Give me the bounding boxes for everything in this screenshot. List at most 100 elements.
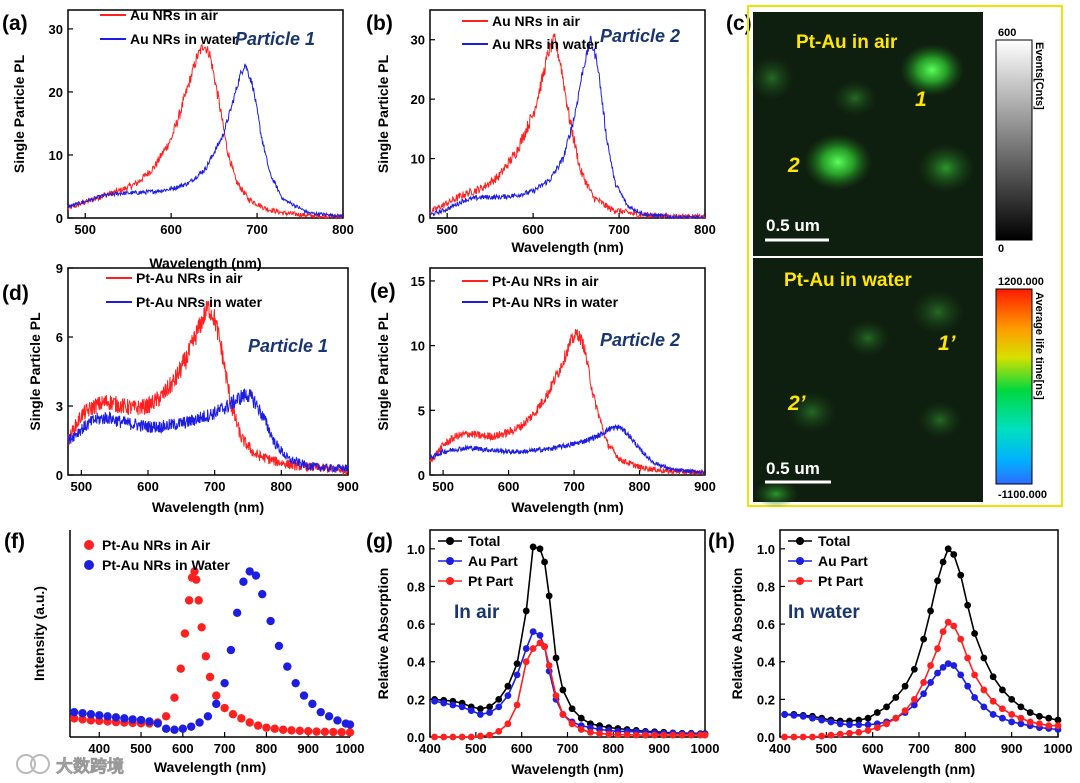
data-point-f-1 bbox=[239, 577, 248, 586]
data-point-h-2 bbox=[950, 622, 958, 630]
data-point-h-0 bbox=[1036, 712, 1043, 720]
plot-frame-a bbox=[67, 9, 344, 219]
data-point-g-1 bbox=[504, 692, 512, 699]
data-point-h-2 bbox=[910, 695, 918, 703]
data-point-g-2 bbox=[449, 733, 457, 741]
panel-label-a: (a) bbox=[2, 12, 28, 35]
y-axis-label-g: Relative Absorption bbox=[375, 568, 391, 700]
y-tick-label-g: 0.8 bbox=[407, 579, 425, 594]
data-point-g-2 bbox=[669, 731, 677, 739]
data-point-g-2 bbox=[458, 733, 466, 741]
legend-swatch-f-1 bbox=[84, 560, 94, 570]
data-point-f-1 bbox=[128, 715, 137, 724]
data-point-f-1 bbox=[136, 715, 146, 725]
data-point-f-1 bbox=[274, 641, 284, 651]
y-tick-label-d: 9 bbox=[56, 261, 63, 276]
data-point-f-1 bbox=[232, 608, 242, 617]
data-point-f-0 bbox=[180, 629, 190, 638]
data-point-h-2 bbox=[989, 697, 997, 705]
data-point-g-2 bbox=[642, 731, 649, 739]
x-tick-label-h: 900 bbox=[1001, 741, 1023, 756]
data-point-f-1 bbox=[120, 714, 129, 723]
legend-label-b-0: Au NRs in air bbox=[492, 13, 580, 29]
y-tick-label-h: 0.2 bbox=[757, 692, 775, 707]
data-point-h-0 bbox=[883, 703, 890, 711]
x-tick-label-h: 500 bbox=[815, 741, 837, 756]
data-point-f-0 bbox=[304, 727, 313, 736]
y-tick-label-g: 0.6 bbox=[407, 617, 425, 632]
scale-bar-air-label: 0.5 um bbox=[766, 216, 820, 235]
data-point-g-1 bbox=[458, 703, 466, 711]
data-point-f-1 bbox=[333, 716, 342, 725]
image-air-title: Pt-Au in air bbox=[796, 32, 898, 53]
y-axis-label-e: Single Particle PL bbox=[375, 312, 391, 431]
x-tick-label-f: 800 bbox=[256, 741, 278, 756]
data-point-h-0 bbox=[1017, 703, 1025, 711]
data-point-g-1 bbox=[486, 709, 493, 716]
data-point-h-2 bbox=[1036, 720, 1043, 728]
data-point-g-0 bbox=[545, 592, 553, 600]
data-point-h-2 bbox=[799, 733, 807, 741]
x-tick-label-e: 500 bbox=[432, 479, 454, 494]
data-point-h-0 bbox=[989, 673, 997, 681]
data-point-g-1 bbox=[587, 724, 594, 731]
y-tick-label-a: 0 bbox=[56, 211, 63, 226]
panel-f: (f) 400 500 600 700 800 900 1000 Wavelength (nm)… bbox=[4, 530, 364, 775]
data-point-h-0 bbox=[1026, 709, 1034, 716]
data-point-f-0 bbox=[262, 723, 271, 732]
annotation-b: Particle 2 bbox=[600, 26, 680, 46]
data-point-h-0 bbox=[864, 714, 872, 722]
data-point-h-1 bbox=[1017, 720, 1025, 728]
y-tick-label-b: 20 bbox=[411, 92, 425, 107]
y-tick-label-g: 0.4 bbox=[407, 655, 426, 670]
x-tick-label-f: 1000 bbox=[336, 741, 365, 756]
legend-label-b-1: Au NRs in water bbox=[492, 36, 600, 52]
y-tick-label-b: 30 bbox=[411, 33, 425, 48]
colorbar-lifetime-max: 1200.000 bbox=[998, 276, 1044, 288]
data-point-h-0 bbox=[980, 654, 988, 662]
legend-swatch-f-0 bbox=[84, 540, 94, 550]
panel-label-e: (e) bbox=[370, 280, 396, 303]
spot-air-5 bbox=[833, 80, 877, 116]
data-point-f-0 bbox=[253, 721, 263, 730]
data-point-g-1 bbox=[495, 703, 503, 711]
colorbar-lifetime-label: Average life time[ns] bbox=[1033, 292, 1045, 400]
legend-marker-g-0 bbox=[446, 537, 454, 545]
data-point-f-0 bbox=[86, 716, 96, 725]
spot-air-2 bbox=[804, 134, 872, 190]
data-point-h-1 bbox=[846, 721, 853, 729]
data-point-h-2 bbox=[864, 727, 872, 734]
x-tick-label-h: 1000 bbox=[1044, 741, 1073, 756]
x-tick-label-g: 600 bbox=[511, 741, 533, 756]
image-water-label-1: 1’ bbox=[938, 332, 957, 355]
panel-b: (b) 500 600 700 800 0 10 20 30 Wavelength (nm) Sin… bbox=[366, 9, 716, 255]
data-point-g-0 bbox=[504, 682, 512, 690]
data-point-g-2 bbox=[632, 731, 640, 739]
data-point-h-0 bbox=[920, 635, 928, 643]
legend-marker-g-2 bbox=[446, 577, 454, 585]
series-line-g-1 bbox=[434, 630, 705, 735]
spot-air-4 bbox=[750, 56, 794, 100]
data-point-g-1 bbox=[467, 707, 475, 715]
data-point-f-0 bbox=[69, 714, 79, 723]
plot-frame-b bbox=[429, 9, 706, 219]
data-point-g-2 bbox=[467, 733, 475, 741]
x-tick-label-d: 500 bbox=[70, 479, 92, 494]
data-point-h-0 bbox=[1054, 716, 1062, 724]
data-point-h-2 bbox=[873, 724, 881, 731]
panel-a: (a) 500 600 700 800 0 10 20 30 Wavelength (nm) Sin… bbox=[2, 7, 354, 271]
data-point-h-2 bbox=[927, 662, 934, 669]
data-point-g-2 bbox=[568, 720, 576, 728]
data-point-h-0 bbox=[939, 558, 947, 566]
x-tick-label-h: 800 bbox=[954, 741, 976, 756]
legend-label-d-1: Pt-Au NRs in water bbox=[136, 294, 263, 310]
data-point-h-0 bbox=[950, 551, 958, 558]
panel-label-d: (d) bbox=[2, 282, 29, 305]
data-point-h-1 bbox=[989, 711, 997, 718]
data-point-g-2 bbox=[522, 658, 530, 666]
data-point-g-1 bbox=[529, 628, 537, 636]
panel-label-g: (g) bbox=[366, 530, 393, 553]
data-point-g-2 bbox=[552, 692, 560, 699]
data-point-g-0 bbox=[577, 714, 585, 722]
x-tick-label-f: 700 bbox=[214, 741, 236, 756]
